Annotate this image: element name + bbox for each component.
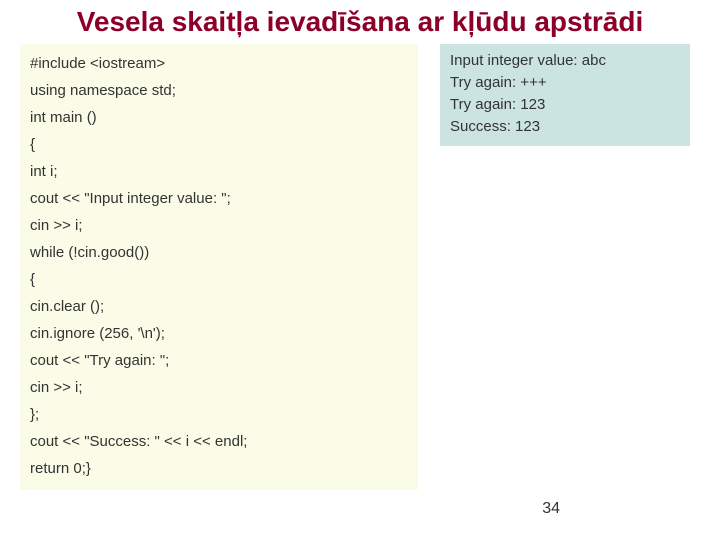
code-line: cin.ignore (256, '\n'); — [30, 320, 408, 347]
code-line: cin >> i; — [30, 374, 408, 401]
output-line: Try again: 123 — [450, 94, 680, 116]
code-line: cout << "Success: " << i << endl; — [30, 428, 408, 455]
code-line: int main () — [30, 104, 408, 131]
code-line: cout << "Try again: "; — [30, 347, 408, 374]
code-line: #include <iostream> — [30, 50, 408, 77]
output-line: Input integer value: abc — [450, 50, 680, 72]
code-line: using namespace std; — [30, 77, 408, 104]
code-line: { — [30, 131, 408, 158]
code-line: }; — [30, 401, 408, 428]
code-panel: #include <iostream> using namespace std;… — [20, 44, 418, 490]
code-line: int i; — [30, 158, 408, 185]
output-line: Success: 123 — [450, 116, 680, 138]
output-line: Try again: +++ — [450, 72, 680, 94]
code-line: while (!cin.good()) — [30, 239, 408, 266]
code-line: return 0;} — [30, 455, 408, 482]
slide-title: Vesela skaitļa ievadīšana ar kļūdu apstr… — [0, 0, 720, 44]
output-panel: Input integer value: abc Try again: +++ … — [440, 44, 690, 146]
page-number: 34 — [542, 500, 560, 518]
code-line: cin.clear (); — [30, 293, 408, 320]
code-line: { — [30, 266, 408, 293]
code-line: cout << "Input integer value: "; — [30, 185, 408, 212]
code-line: cin >> i; — [30, 212, 408, 239]
